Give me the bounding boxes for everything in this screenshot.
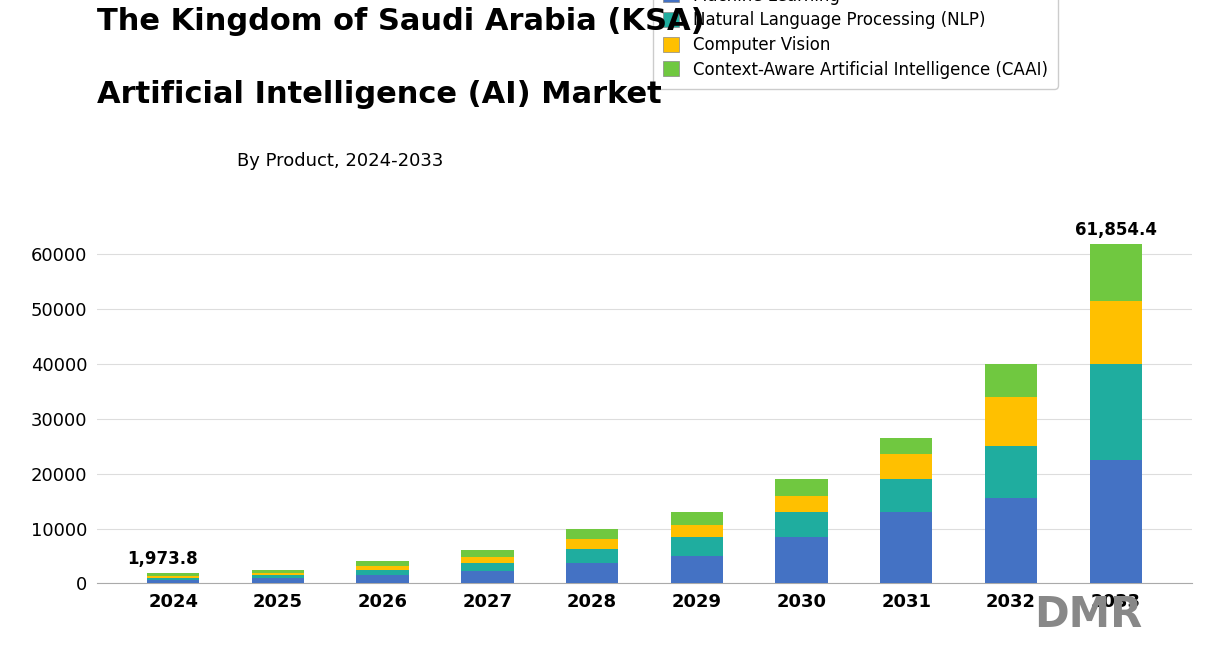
Bar [985, 499, 1037, 583]
Bar [880, 454, 933, 479]
Bar [1090, 300, 1142, 364]
Text: DMR: DMR [1034, 595, 1143, 636]
Bar [671, 556, 724, 583]
Bar [880, 479, 933, 512]
Bar [1090, 460, 1142, 583]
Bar [776, 479, 828, 495]
Bar [147, 573, 199, 575]
Bar [356, 562, 409, 566]
Text: 1,973.8: 1,973.8 [128, 550, 198, 568]
Text: Artificial Intelligence (AI) Market: Artificial Intelligence (AI) Market [97, 80, 662, 109]
Bar [776, 537, 828, 583]
Bar [1090, 243, 1142, 300]
Bar [356, 566, 409, 570]
Bar [776, 495, 828, 512]
Bar [565, 563, 618, 583]
Bar [461, 557, 513, 563]
Bar [880, 512, 933, 583]
Bar [565, 539, 618, 549]
Bar [985, 396, 1037, 446]
Bar [461, 563, 513, 572]
Bar [776, 512, 828, 537]
Bar [147, 575, 199, 577]
Bar [252, 570, 304, 573]
Bar [1090, 364, 1142, 460]
Bar [252, 573, 304, 575]
Legend: Machine Learning, Natural Language Processing (NLP), Computer Vision, Context-Aw: Machine Learning, Natural Language Proce… [653, 0, 1058, 88]
Bar [461, 572, 513, 583]
Bar [356, 575, 409, 583]
Text: The Kingdom of Saudi Arabia (KSA): The Kingdom of Saudi Arabia (KSA) [97, 7, 705, 36]
Bar [565, 528, 618, 539]
Bar [985, 364, 1037, 396]
Bar [880, 438, 933, 454]
Bar [356, 570, 409, 575]
Text: 61,854.4: 61,854.4 [1075, 221, 1156, 239]
Bar [565, 549, 618, 563]
Bar [147, 580, 199, 583]
Bar [985, 446, 1037, 499]
Bar [252, 575, 304, 579]
Bar [252, 579, 304, 583]
Bar [147, 577, 199, 580]
Text: By Product, 2024-2033: By Product, 2024-2033 [237, 152, 444, 170]
Bar [671, 537, 724, 556]
Bar [461, 550, 513, 557]
Bar [671, 524, 724, 537]
Bar [671, 512, 724, 524]
